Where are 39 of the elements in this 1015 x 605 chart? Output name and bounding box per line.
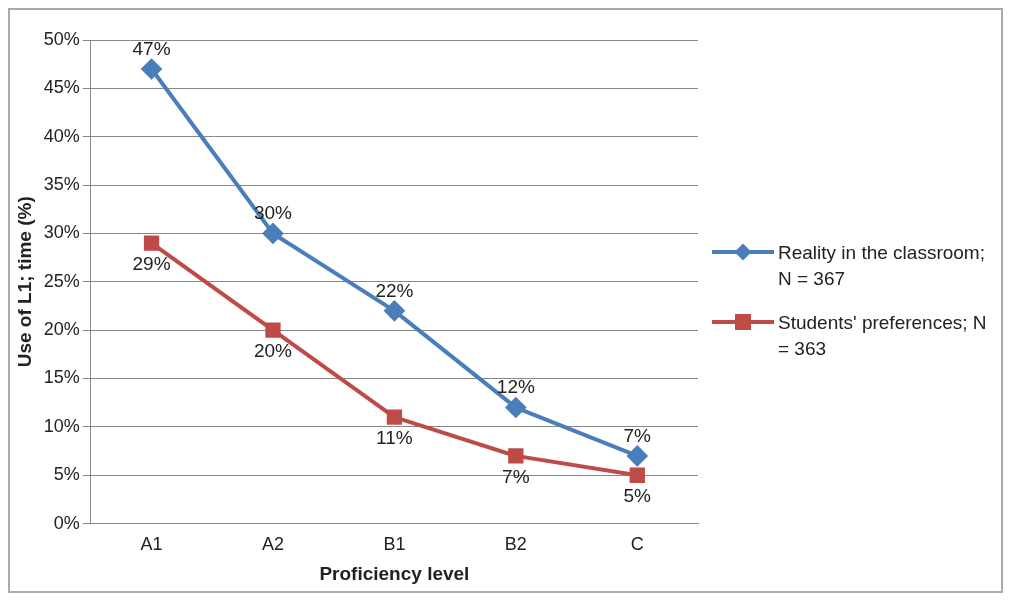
y-tick-label: 0%: [53, 512, 80, 533]
y-tick-label: 10%: [43, 415, 80, 436]
x-tick-label: B2: [504, 534, 527, 555]
point: [505, 397, 526, 418]
point: [384, 300, 405, 321]
x-tick-label: B1: [383, 534, 406, 555]
point: [141, 59, 162, 80]
x-axis-title: Proficiency level: [319, 562, 470, 584]
point: [386, 409, 403, 425]
data-label: 5%: [623, 484, 652, 506]
y-tick-label: 50%: [43, 28, 80, 49]
y-tick-label: 30%: [43, 222, 80, 243]
data-label: 7%: [502, 465, 530, 487]
data-label: 29%: [132, 252, 171, 274]
data-label: 20%: [253, 339, 293, 361]
point: [262, 223, 283, 244]
legend-label: Students' preferences; N = 363: [778, 310, 988, 361]
data-label: 11%: [376, 426, 413, 448]
y-tick-label: 35%: [43, 174, 80, 195]
data-label: 7%: [623, 424, 652, 446]
x-tick-label: C: [630, 534, 644, 555]
y-tick-label: 20%: [43, 319, 80, 340]
y-tick-label: 45%: [43, 77, 80, 98]
y-tick-label: 15%: [43, 367, 80, 388]
point: [508, 448, 524, 464]
point: [265, 322, 281, 338]
x-tick-label: A2: [261, 534, 284, 555]
y-tick-label: 25%: [43, 270, 80, 291]
point: [143, 235, 160, 251]
data-label: 12%: [496, 376, 535, 398]
point: [629, 467, 645, 483]
legend-label: Reality in the classroom; N = 367: [778, 240, 986, 291]
data-label: 47%: [132, 37, 171, 59]
y-tick-label: 5%: [53, 464, 80, 485]
y-tick-label: 40%: [43, 125, 80, 146]
y-axis-title: Use of L1; time (%): [13, 196, 35, 368]
point: [627, 445, 648, 466]
x-tick-label: A1: [140, 534, 163, 555]
data-label: 22%: [375, 279, 414, 301]
